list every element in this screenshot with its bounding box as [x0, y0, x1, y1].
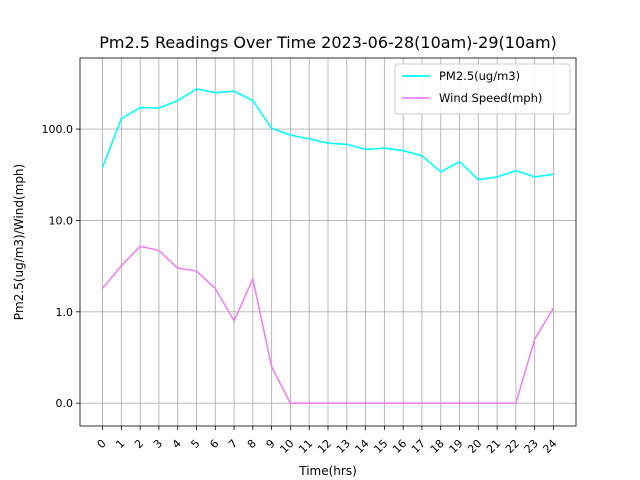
y-tick-label: 0.0 — [56, 397, 74, 410]
y-tick-label: 10.0 — [49, 214, 74, 227]
y-tick-label: 100.0 — [42, 123, 74, 136]
y-tick-label: 1.0 — [56, 306, 74, 319]
legend: PM2.5(ug/m3) Wind Speed(mph) — [394, 63, 571, 115]
legend-label-wind: Wind Speed(mph) — [439, 91, 542, 105]
y-axis-label: Pm2.5(ug/m3)/Wind(mph) — [12, 164, 26, 320]
y-axis: 0.0 1.0 10.0 100.0 — [42, 123, 80, 410]
x-axis-label: Time(hrs) — [298, 464, 357, 478]
series-layer — [101, 88, 555, 405]
legend-box — [394, 63, 571, 115]
chart-title: Pm2.5 Readings Over Time 2023-06-28(10am… — [99, 33, 557, 52]
series-line-pm25 — [101, 88, 554, 181]
legend-label-pm25: PM2.5(ug/m3) — [439, 69, 520, 83]
series-line-wind-speed — [101, 245, 555, 405]
